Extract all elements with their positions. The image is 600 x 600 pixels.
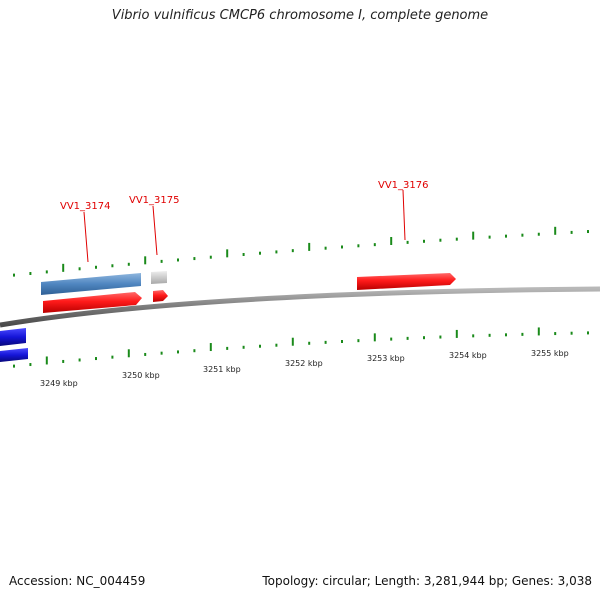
- kbp-label: 3255 kbp: [531, 349, 569, 358]
- blue-feature-block[interactable]: [41, 273, 141, 295]
- kbp-label: 3250 kbp: [122, 371, 160, 380]
- topology-text: Topology: circular; Length: 3,281,944 bp…: [262, 574, 592, 588]
- dark-blue-feature-block-upper[interactable]: [0, 328, 26, 346]
- gene-label-vv1-3176[interactable]: VV1_3176: [378, 180, 429, 191]
- kbp-label: 3252 kbp: [285, 359, 323, 368]
- kbp-label: 3249 kbp: [40, 379, 78, 388]
- gene-label-vv1-3174[interactable]: VV1_3174: [60, 201, 111, 212]
- kbp-label: 3251 kbp: [203, 365, 241, 374]
- grey-feature-block[interactable]: [151, 271, 167, 284]
- dark-blue-feature-block-lower[interactable]: [0, 348, 28, 362]
- cds-arrow-vv1-3174[interactable]: [43, 292, 142, 313]
- kbp-label: 3253 kbp: [367, 354, 405, 363]
- inner-tick-track: [13, 327, 589, 368]
- cds-arrow-vv1-3175[interactable]: [153, 290, 168, 302]
- leader-line-vv1-3175: [152, 205, 158, 256]
- leader-line-vv1-3174: [83, 211, 89, 263]
- accession-text: Accession: NC_004459: [9, 574, 146, 588]
- kbp-label: 3254 kbp: [449, 351, 487, 360]
- page-title: Vibrio vulnificus CMCP6 chromosome I, co…: [111, 8, 489, 23]
- outer-tick-track: [13, 226, 589, 277]
- gene-label-vv1-3175[interactable]: VV1_3175: [129, 195, 180, 206]
- leader-line-vv1-3176: [402, 189, 406, 241]
- cds-arrow-vv1-3176[interactable]: [357, 273, 456, 290]
- genome-backbone: [0, 286, 600, 328]
